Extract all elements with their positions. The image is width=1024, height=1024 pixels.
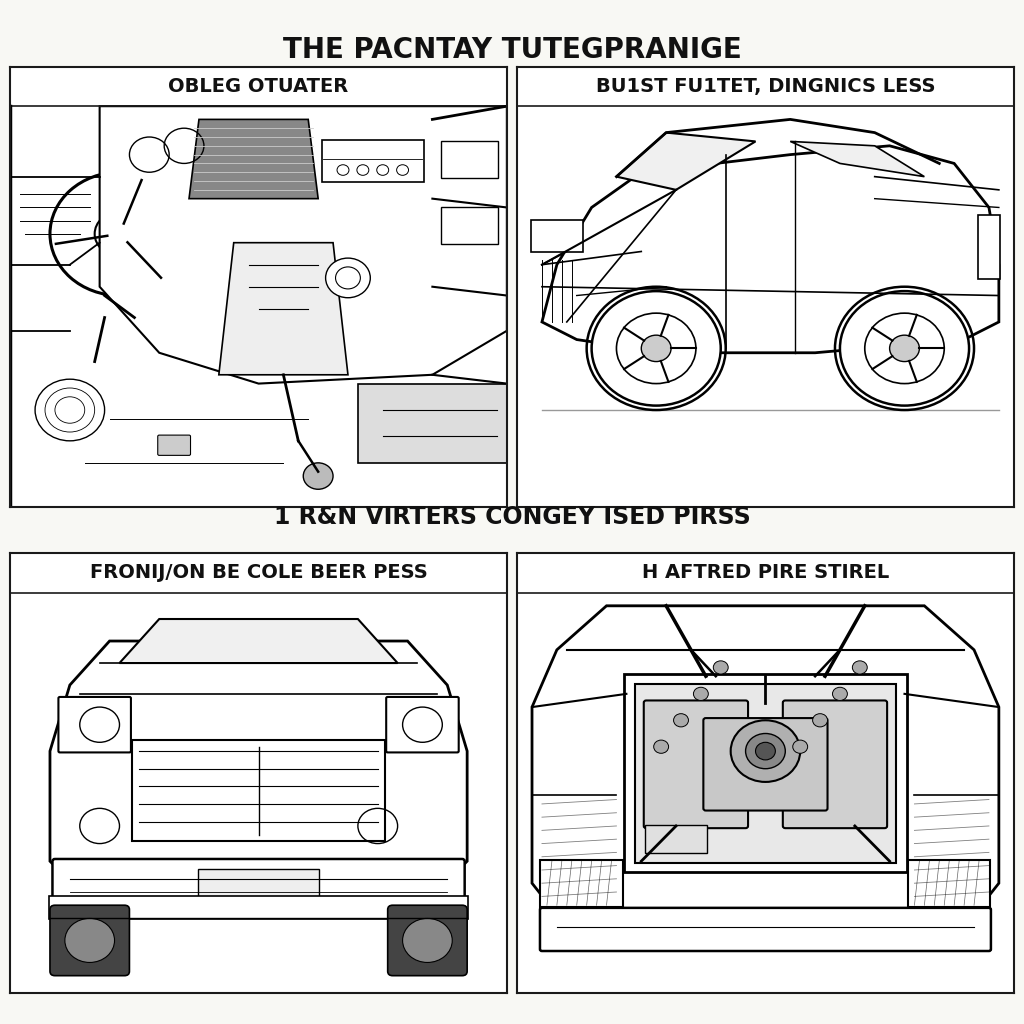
Circle shape [840,291,969,406]
Circle shape [303,463,333,489]
Circle shape [326,258,371,298]
FancyBboxPatch shape [322,140,424,182]
FancyBboxPatch shape [50,905,129,976]
FancyBboxPatch shape [386,697,459,753]
Circle shape [745,733,785,769]
Text: THE PACNTAY TUTEGPRANIGE: THE PACNTAY TUTEGPRANIGE [283,36,741,63]
Polygon shape [358,384,507,463]
FancyBboxPatch shape [782,700,887,828]
Circle shape [714,660,728,674]
Circle shape [693,687,709,700]
Text: 1 R&N VIRTERS CONGEY ISED PIRSS: 1 R&N VIRTERS CONGEY ISED PIRSS [273,505,751,529]
Circle shape [793,740,808,754]
FancyBboxPatch shape [908,860,990,906]
Polygon shape [791,141,925,176]
FancyBboxPatch shape [978,215,999,279]
FancyBboxPatch shape [388,905,467,976]
Polygon shape [189,120,318,199]
Circle shape [890,335,920,361]
Circle shape [65,919,115,963]
Circle shape [108,223,132,245]
Circle shape [674,714,688,727]
FancyBboxPatch shape [158,435,190,456]
Text: FRONIJ/ON BE COLE BEER PESS: FRONIJ/ON BE COLE BEER PESS [90,563,427,583]
Polygon shape [616,132,756,189]
FancyBboxPatch shape [198,869,319,902]
Polygon shape [50,641,467,914]
Polygon shape [542,145,998,352]
FancyBboxPatch shape [132,740,385,842]
FancyBboxPatch shape [624,674,907,872]
Circle shape [592,291,721,406]
Circle shape [731,720,800,782]
FancyBboxPatch shape [645,825,707,853]
FancyBboxPatch shape [541,860,623,906]
Polygon shape [99,106,507,384]
Circle shape [653,740,669,754]
Polygon shape [120,618,397,664]
Circle shape [756,742,775,760]
Text: OBLEG OTUATER: OBLEG OTUATER [168,77,349,96]
Circle shape [852,660,867,674]
Circle shape [402,919,453,963]
Text: H AFTRED PIRE STIREL: H AFTRED PIRE STIREL [642,563,889,583]
FancyBboxPatch shape [58,697,131,753]
Circle shape [813,714,827,727]
FancyBboxPatch shape [52,859,465,907]
Polygon shape [532,606,998,949]
Circle shape [641,335,671,361]
Text: BU1ST FU1TET, DINGNICS LESS: BU1ST FU1TET, DINGNICS LESS [596,77,935,96]
Circle shape [833,687,848,700]
Polygon shape [219,243,348,375]
FancyBboxPatch shape [635,684,896,862]
FancyBboxPatch shape [49,896,468,920]
FancyBboxPatch shape [703,718,827,811]
FancyBboxPatch shape [644,700,749,828]
FancyBboxPatch shape [531,220,583,252]
FancyBboxPatch shape [540,908,991,951]
